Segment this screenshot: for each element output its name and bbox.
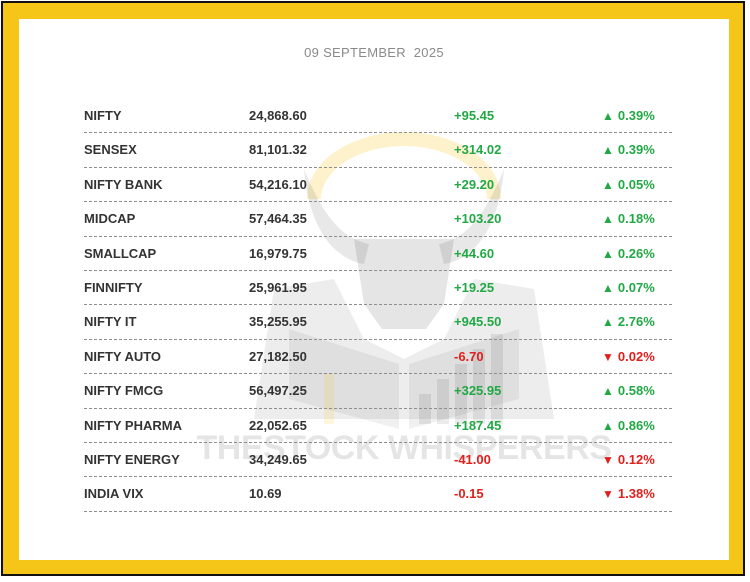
triangle-up-icon: ▲ <box>602 143 614 158</box>
table-row: FINNIFTY 25,961.95 +19.25 ▲ 0.07% <box>84 271 672 306</box>
index-name: NIFTY AUTO <box>84 348 162 364</box>
table-row: NIFTY IT 35,255.95 +945.50 ▲ 2.76% <box>84 305 672 340</box>
index-name: INDIA VIX <box>84 486 144 502</box>
index-value: 10.69 <box>249 486 282 502</box>
index-value: 57,464.35 <box>249 211 307 227</box>
percent-value: 0.02% <box>617 348 655 364</box>
index-name: FINNIFTY <box>84 279 143 295</box>
index-change: +945.50 <box>454 314 502 330</box>
triangle-up-icon: ▲ <box>602 246 614 261</box>
index-value: 25,961.95 <box>249 279 307 295</box>
index-percent: ▲ 0.05% <box>602 177 655 192</box>
triangle-down-icon: ▼ <box>602 349 614 364</box>
index-change: -6.70 <box>454 348 484 364</box>
table-row: SMALLCAP 16,979.75 +44.60 ▲ 0.26% <box>84 237 672 271</box>
table-row: NIFTY ENERGY 34,249.65 -41.00 ▼ 0.12% <box>84 443 672 478</box>
triangle-up-icon: ▲ <box>602 109 614 123</box>
index-value: 34,249.65 <box>249 451 307 467</box>
percent-value: 0.18% <box>617 211 655 227</box>
percent-value: 1.38% <box>617 486 655 502</box>
table-row: NIFTY BANK 54,216.10 +29.20 ▲ 0.05% <box>84 168 672 203</box>
index-percent: ▼ 0.02% <box>602 349 655 364</box>
index-name: NIFTY FMCG <box>84 383 164 399</box>
index-percent: ▲ 0.07% <box>602 280 655 295</box>
percent-value: 0.26% <box>617 245 655 261</box>
table-row: NIFTY FMCG 56,497.25 +325.95 ▲ 0.58% <box>84 374 672 409</box>
index-change: +95.45 <box>454 108 495 123</box>
index-name: SENSEX <box>84 142 137 158</box>
table-row: MIDCAP 57,464.35 +103.20 ▲ 0.18% <box>84 202 672 237</box>
triangle-down-icon: ▼ <box>602 487 614 502</box>
index-percent: ▲ 2.76% <box>602 314 655 329</box>
market-card: 09 SEPTEMBER 2025 <box>19 19 729 560</box>
index-name: NIFTY BANK <box>84 176 163 192</box>
index-percent: ▲ 0.39% <box>602 142 655 157</box>
report-date: 09 SEPTEMBER 2025 <box>304 45 444 60</box>
index-name: SMALLCAP <box>84 245 157 261</box>
percent-value: 0.39% <box>617 108 655 123</box>
index-change: +44.60 <box>454 245 495 261</box>
index-change: -41.00 <box>454 451 491 467</box>
table-row: SENSEX 81,101.32 +314.02 ▲ 0.39% <box>84 133 672 168</box>
index-value: 16,979.75 <box>249 245 307 261</box>
index-percent: ▼ 0.12% <box>602 452 655 467</box>
index-value: 24,868.60 <box>249 108 307 123</box>
index-name: NIFTY <box>84 108 122 123</box>
index-change: +325.95 <box>454 383 502 399</box>
percent-value: 0.05% <box>617 176 655 192</box>
triangle-up-icon: ▲ <box>602 212 614 227</box>
table-row: NIFTY AUTO 27,182.50 -6.70 ▼ 0.02% <box>84 340 672 375</box>
index-percent: ▲ 0.39% <box>602 108 655 123</box>
index-percent: ▲ 0.58% <box>602 383 655 398</box>
triangle-up-icon: ▲ <box>602 384 614 399</box>
index-percent: ▲ 0.26% <box>602 246 655 261</box>
index-name: NIFTY IT <box>84 314 137 330</box>
index-percent: ▲ 0.86% <box>602 418 655 433</box>
triangle-up-icon: ▲ <box>602 418 614 433</box>
percent-value: 0.39% <box>617 142 655 158</box>
index-name: NIFTY ENERGY <box>84 451 180 467</box>
index-change: -0.15 <box>454 486 484 502</box>
percent-value: 0.86% <box>617 417 655 433</box>
index-change: +29.20 <box>454 176 495 192</box>
index-name: MIDCAP <box>84 211 136 227</box>
table-row: NIFTY 24,868.60 +95.45 ▲ 0.39% <box>84 99 672 134</box>
index-value: 22,052.65 <box>249 417 307 433</box>
index-name: NIFTY PHARMA <box>84 417 182 433</box>
index-change: +19.25 <box>454 279 495 295</box>
triangle-down-icon: ▼ <box>602 452 614 467</box>
index-value: 35,255.95 <box>249 314 307 330</box>
triangle-up-icon: ▲ <box>602 315 614 330</box>
table-row: NIFTY PHARMA 22,052.65 +187.45 ▲ 0.86% <box>84 409 672 443</box>
percent-value: 0.58% <box>617 383 655 399</box>
table-row: INDIA VIX 10.69 -0.15 ▼ 1.38% <box>84 477 672 512</box>
triangle-up-icon: ▲ <box>602 177 614 192</box>
index-change: +103.20 <box>454 211 502 227</box>
triangle-up-icon: ▲ <box>602 280 614 295</box>
index-percent: ▼ 1.38% <box>602 486 655 501</box>
index-value: 54,216.10 <box>249 176 307 192</box>
index-value: 81,101.32 <box>249 142 307 158</box>
index-table: NIFTY 24,868.60 +95.45 ▲ 0.39% SENSEX 81,101.3… <box>84 99 672 512</box>
percent-value: 0.07% <box>617 279 655 295</box>
index-change: +187.45 <box>454 417 502 433</box>
index-change: +314.02 <box>454 142 502 158</box>
index-percent: ▲ 0.18% <box>602 211 655 226</box>
index-value: 56,497.25 <box>249 383 307 399</box>
index-value: 27,182.50 <box>249 348 307 364</box>
percent-value: 2.76% <box>617 314 655 330</box>
percent-value: 0.12% <box>617 451 655 467</box>
